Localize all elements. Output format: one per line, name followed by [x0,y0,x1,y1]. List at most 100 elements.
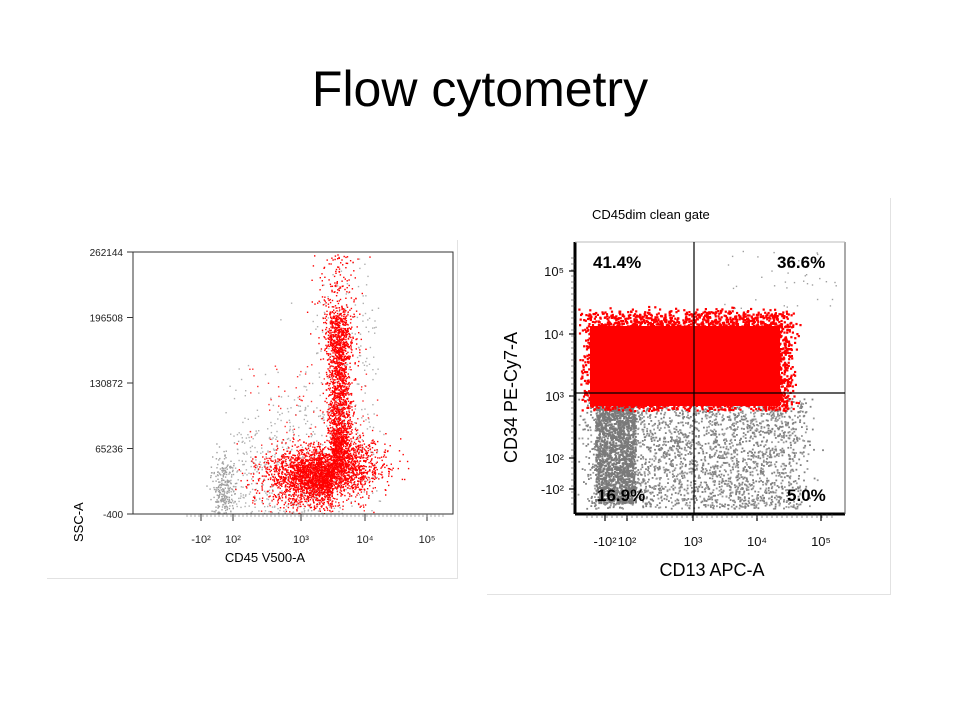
data-point [328,479,330,481]
data-point [225,457,227,459]
data-point [290,470,292,472]
data-point [314,464,317,466]
data-point [301,461,303,463]
data-point [340,480,342,482]
data-point [312,465,315,467]
data-point [309,476,312,478]
data-point [340,439,342,441]
data-point [311,510,313,512]
data-point [367,470,369,473]
data-point [324,303,326,305]
data-point [336,443,338,445]
data-point [305,479,307,482]
data-point [331,369,333,372]
data-point [236,471,238,473]
data-point [357,438,360,440]
data-point [280,455,283,458]
data-point [285,458,287,461]
data-point [336,461,339,463]
data-point [314,482,316,484]
data-point [230,510,232,512]
data-point [323,498,326,501]
data-point [307,472,310,475]
data-point [308,486,310,489]
data-point [316,326,319,328]
data-point [358,451,360,454]
data-point [292,457,294,459]
data-point [293,438,295,440]
data-point [346,483,349,486]
data-point [339,415,342,417]
data-point [329,371,331,373]
data-point [293,488,295,491]
data-point [312,449,315,451]
data-point [323,492,325,494]
data-point [288,480,290,482]
data-point [220,499,223,502]
data-point [335,446,337,449]
data-point [310,443,312,445]
data-point [383,463,385,465]
data-point [337,323,339,326]
data-point [332,464,335,466]
data-point [313,506,316,509]
data-point [226,484,228,487]
data-point [332,374,334,376]
data-point [242,440,244,443]
data-point [226,496,229,498]
data-point [227,485,230,487]
data-point [294,458,296,460]
data-point [323,311,326,314]
data-point [332,467,334,469]
data-point [342,461,344,464]
data-point [287,437,290,440]
data-point [333,470,336,473]
data-point [303,457,305,459]
data-point [300,463,303,465]
data-point [337,463,339,465]
data-point [404,478,406,481]
data-point [245,469,248,471]
data-point [326,463,329,465]
data-point [336,455,338,457]
data-point [289,464,291,466]
data-point [282,468,284,470]
data-point [248,436,250,439]
data-point [300,471,303,473]
data-point [250,465,252,468]
data-point [333,387,335,389]
data-point [369,470,371,472]
data-point [273,480,276,483]
data-point [347,471,350,474]
data-point [268,437,271,439]
data-point [303,511,306,513]
data-point [358,469,361,472]
data-point [271,483,273,486]
data-point [219,473,221,476]
data-point [361,485,364,487]
data-point [300,478,303,480]
data-point [351,349,353,351]
data-point [349,427,351,429]
data-point [332,467,335,469]
data-point [347,405,349,408]
data-point [366,493,368,495]
data-point [349,405,351,407]
data-point [334,444,336,446]
data-point [227,487,229,489]
data-point [348,381,350,384]
data-point [297,458,299,460]
data-point [300,470,303,472]
data-point [352,336,354,338]
data-point [228,501,231,503]
data-point [238,368,240,370]
data-point [317,441,320,444]
data-point [340,459,342,462]
data-point [289,425,291,428]
data-point [309,485,311,488]
data-point [328,487,330,489]
data-point [289,452,291,455]
data-point [353,465,355,468]
data-point [222,467,225,470]
data-point [325,470,327,472]
